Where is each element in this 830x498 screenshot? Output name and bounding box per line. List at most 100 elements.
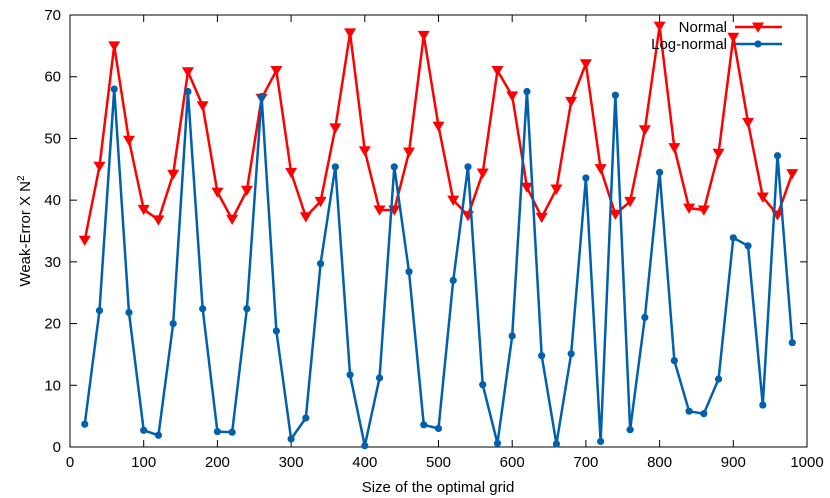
x-tick-label: 300 (279, 454, 304, 471)
data-point (314, 196, 327, 208)
x-tick-label: 600 (500, 454, 525, 471)
data-point (714, 375, 723, 383)
data-point (122, 135, 135, 146)
y-axis-title: Weak-Error X N2 (16, 175, 34, 287)
data-point (361, 442, 369, 450)
x-tick-label: 800 (647, 454, 672, 471)
series-normal (78, 21, 799, 246)
x-tick-label: 0 (66, 454, 74, 471)
data-point (788, 339, 796, 347)
x-tick-label: 400 (352, 454, 377, 471)
data-point (78, 235, 91, 246)
data-point (108, 41, 121, 52)
data-point (479, 381, 487, 389)
x-tick-label: 100 (131, 454, 156, 471)
data-point (184, 87, 192, 96)
data-point (685, 407, 693, 415)
y-axis-title-text: Weak-Error X N (17, 181, 34, 287)
data-point (167, 169, 180, 180)
data-point (240, 185, 253, 196)
data-point (152, 215, 165, 226)
data-point (626, 426, 634, 434)
x-tick-label: 200 (205, 454, 230, 471)
data-point (756, 192, 769, 203)
y-tick-label: 60 (44, 69, 61, 86)
data-point (508, 332, 516, 340)
data-point (287, 435, 295, 443)
data-point (137, 204, 150, 216)
data-point (668, 143, 681, 154)
data-point (420, 421, 428, 429)
data-point (285, 167, 298, 179)
data-point (742, 117, 755, 129)
data-point (520, 182, 533, 193)
y-tick-label: 50 (44, 130, 61, 147)
data-point (447, 195, 460, 206)
x-tick-label: 500 (426, 454, 451, 471)
data-point (140, 426, 148, 434)
data-point (432, 121, 445, 132)
data-point (211, 187, 224, 198)
data-point (700, 410, 708, 418)
data-point (550, 184, 563, 195)
data-point (786, 169, 799, 180)
y-tick-label: 10 (44, 377, 61, 394)
data-point (653, 21, 666, 32)
data-point (346, 371, 354, 379)
data-point (358, 146, 371, 157)
data-point (316, 260, 325, 268)
data-point (594, 164, 607, 175)
data-point (243, 305, 251, 313)
data-point (535, 212, 548, 224)
data-point (565, 96, 578, 108)
x-tick-label: 900 (721, 454, 746, 471)
x-tick-label: 700 (573, 454, 598, 471)
data-point (270, 66, 283, 77)
data-point (538, 352, 546, 360)
legend-label: Log-normal (651, 36, 727, 53)
data-point (712, 148, 725, 159)
series-log-normal (81, 85, 796, 450)
data-point (154, 431, 163, 439)
x-axis-title: Size of the optimal grid (362, 479, 515, 496)
data-point (93, 161, 106, 172)
data-point (403, 147, 416, 158)
data-point (417, 30, 430, 42)
y-tick-label: 20 (44, 316, 61, 333)
x-tick-label: 1000 (790, 454, 823, 471)
data-point (611, 91, 619, 99)
y-tick-labels: 0 10 20 30 40 50 60 70 (44, 7, 61, 456)
data-point (624, 196, 637, 208)
data-point (464, 163, 472, 171)
data-point (331, 163, 339, 171)
data-point (228, 428, 236, 436)
legend-label: Normal (679, 19, 727, 36)
data-point (493, 439, 502, 447)
data-point (582, 174, 590, 182)
data-point (375, 374, 384, 382)
data-point (181, 67, 194, 78)
data-point (434, 424, 443, 433)
axis-ticks (69, 14, 808, 448)
y-tick-label: 70 (44, 7, 61, 24)
data-point (329, 123, 342, 134)
series-line (83, 87, 794, 448)
data-point (506, 91, 519, 102)
y-tick-label: 30 (44, 254, 61, 271)
data-point (258, 92, 266, 101)
data-point (579, 59, 592, 70)
series-layer (78, 21, 799, 450)
legend-marker (752, 22, 764, 33)
data-point (169, 319, 177, 328)
data-point (641, 313, 649, 321)
plot-frame (69, 14, 808, 448)
data-point (491, 66, 504, 77)
y-tick-label: 0 (53, 439, 61, 456)
data-point (302, 414, 310, 422)
data-point (609, 209, 622, 221)
data-point (523, 87, 531, 96)
data-point (552, 440, 561, 448)
data-point (670, 357, 678, 365)
